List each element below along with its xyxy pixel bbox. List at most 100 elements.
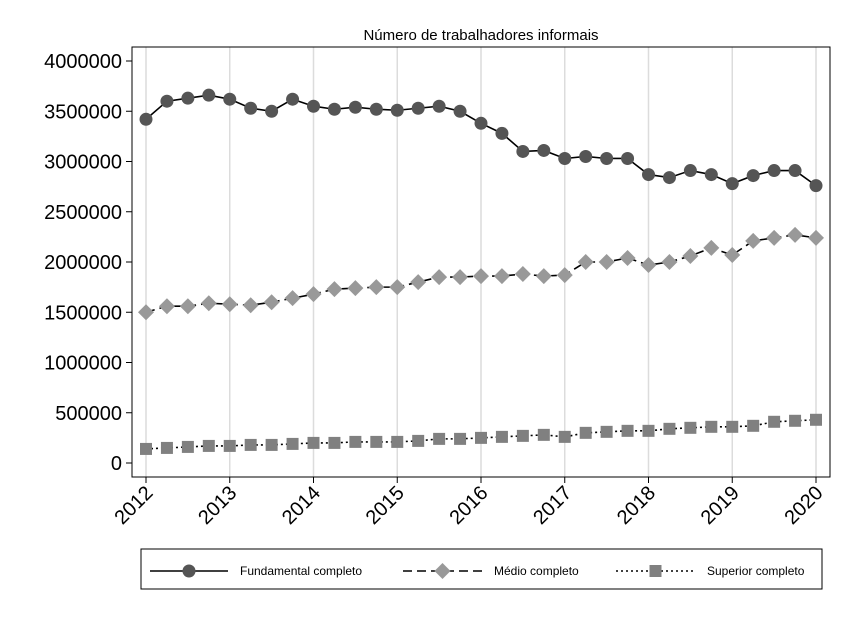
data-point-medio-completo: [640, 257, 657, 274]
x-tick-label: 2012: [111, 482, 158, 529]
data-point-fundamental-completo: [369, 102, 383, 116]
x-tick-label: 2014: [278, 482, 325, 529]
data-point-fundamental-completo: [746, 169, 760, 183]
data-point-medio-completo: [556, 267, 573, 284]
x-tick-label: 2016: [446, 482, 493, 529]
data-point-fundamental-completo: [348, 100, 362, 114]
y-tick-label: 1000000: [44, 353, 122, 375]
legend-marker: [182, 564, 196, 578]
data-point-fundamental-completo: [223, 92, 237, 106]
data-point-fundamental-completo: [181, 91, 195, 105]
data-point-superior-completo: [412, 434, 425, 447]
data-point-superior-completo: [307, 436, 320, 449]
data-point-medio-completo: [808, 229, 824, 246]
data-point-fundamental-completo: [286, 92, 300, 106]
data-point-medio-completo: [221, 296, 238, 313]
data-point-superior-completo: [810, 413, 822, 426]
legend: Fundamental completo Médio completo Superi…: [140, 548, 823, 590]
series: [138, 88, 824, 455]
data-point-fundamental-completo: [495, 126, 509, 140]
data-point-medio-completo: [598, 254, 615, 270]
data-point-medio-completo: [389, 279, 406, 296]
data-point-fundamental-completo: [662, 171, 676, 185]
data-point-medio-completo: [347, 280, 364, 297]
data-point-fundamental-completo: [265, 104, 279, 118]
data-point-superior-completo: [768, 415, 781, 428]
x-tick-label: 2017: [529, 482, 576, 529]
data-point-superior-completo: [537, 428, 550, 441]
data-point-superior-completo: [579, 426, 592, 439]
legend-entry-fundamental-completo: Fundamental completo: [150, 564, 362, 578]
data-point-superior-completo: [663, 422, 676, 435]
data-point-fundamental-completo: [579, 149, 593, 163]
y-tick-label: 3000000: [44, 152, 122, 174]
x-tick-label: 2019: [697, 482, 744, 529]
series-medio-completo: [138, 226, 824, 321]
data-point-fundamental-completo: [725, 177, 739, 191]
data-point-superior-completo: [286, 437, 299, 450]
data-point-superior-completo: [391, 435, 404, 448]
y-tick-label: 2500000: [44, 202, 122, 224]
data-point-medio-completo: [452, 269, 469, 286]
series-superior-completo: [140, 413, 822, 455]
data-point-fundamental-completo: [139, 112, 153, 126]
y-tick-label: 1500000: [44, 302, 122, 324]
data-point-medio-completo: [431, 269, 448, 286]
data-point-fundamental-completo: [767, 164, 781, 178]
data-point-superior-completo: [265, 438, 278, 451]
data-point-fundamental-completo: [537, 143, 551, 157]
legend-marker: [434, 563, 451, 579]
data-point-medio-completo: [368, 279, 385, 296]
data-point-medio-completo: [138, 304, 154, 321]
data-point-superior-completo: [370, 435, 383, 448]
data-point-medio-completo: [158, 298, 175, 315]
data-point-superior-completo: [558, 430, 571, 443]
chart-title: Número de trabalhadores informais: [363, 27, 598, 44]
data-point-superior-completo: [454, 432, 467, 445]
data-point-superior-completo: [223, 439, 236, 452]
y-tick-label: 4000000: [44, 51, 122, 73]
x-tick-label: 2015: [362, 482, 409, 529]
data-point-medio-completo: [619, 249, 636, 266]
data-point-fundamental-completo: [307, 99, 320, 113]
data-point-superior-completo: [600, 425, 613, 438]
data-point-fundamental-completo: [788, 164, 802, 178]
data-point-fundamental-completo: [327, 102, 341, 116]
data-point-superior-completo: [642, 424, 655, 437]
y-tick-label: 2000000: [44, 252, 122, 274]
data-point-fundamental-completo: [244, 101, 258, 115]
data-point-medio-completo: [326, 281, 343, 298]
data-point-fundamental-completo: [621, 151, 635, 165]
y-tick-label: 0: [111, 453, 122, 475]
data-point-superior-completo: [349, 435, 362, 448]
data-point-medio-completo: [766, 229, 783, 246]
data-point-superior-completo: [181, 440, 194, 453]
data-point-medio-completo: [305, 286, 322, 303]
legend-label: Médio completo: [494, 564, 579, 578]
legend-box: [140, 548, 823, 590]
data-point-medio-completo: [724, 246, 741, 263]
data-point-medio-completo: [535, 268, 552, 285]
data-point-medio-completo: [514, 266, 531, 283]
data-point-fundamental-completo: [558, 151, 572, 165]
data-point-medio-completo: [577, 254, 594, 270]
x-tick-label: 2013: [194, 482, 241, 529]
data-point-fundamental-completo: [809, 179, 823, 193]
x-tick-label: 2018: [613, 482, 660, 529]
data-point-superior-completo: [140, 442, 152, 455]
data-point-fundamental-completo: [160, 94, 174, 108]
data-point-fundamental-completo: [202, 88, 216, 102]
data-point-medio-completo: [410, 274, 427, 291]
data-point-medio-completo: [745, 232, 762, 249]
data-point-fundamental-completo: [704, 168, 718, 182]
data-point-fundamental-completo: [474, 116, 488, 130]
legend-label: Superior completo: [707, 564, 805, 578]
data-point-fundamental-completo: [642, 168, 655, 182]
data-point-medio-completo: [179, 298, 196, 315]
data-point-medio-completo: [242, 297, 259, 314]
data-point-medio-completo: [493, 268, 510, 285]
data-point-superior-completo: [202, 439, 215, 452]
legend-entry-medio-completo: Médio completo: [403, 563, 579, 579]
data-point-medio-completo: [200, 295, 217, 312]
